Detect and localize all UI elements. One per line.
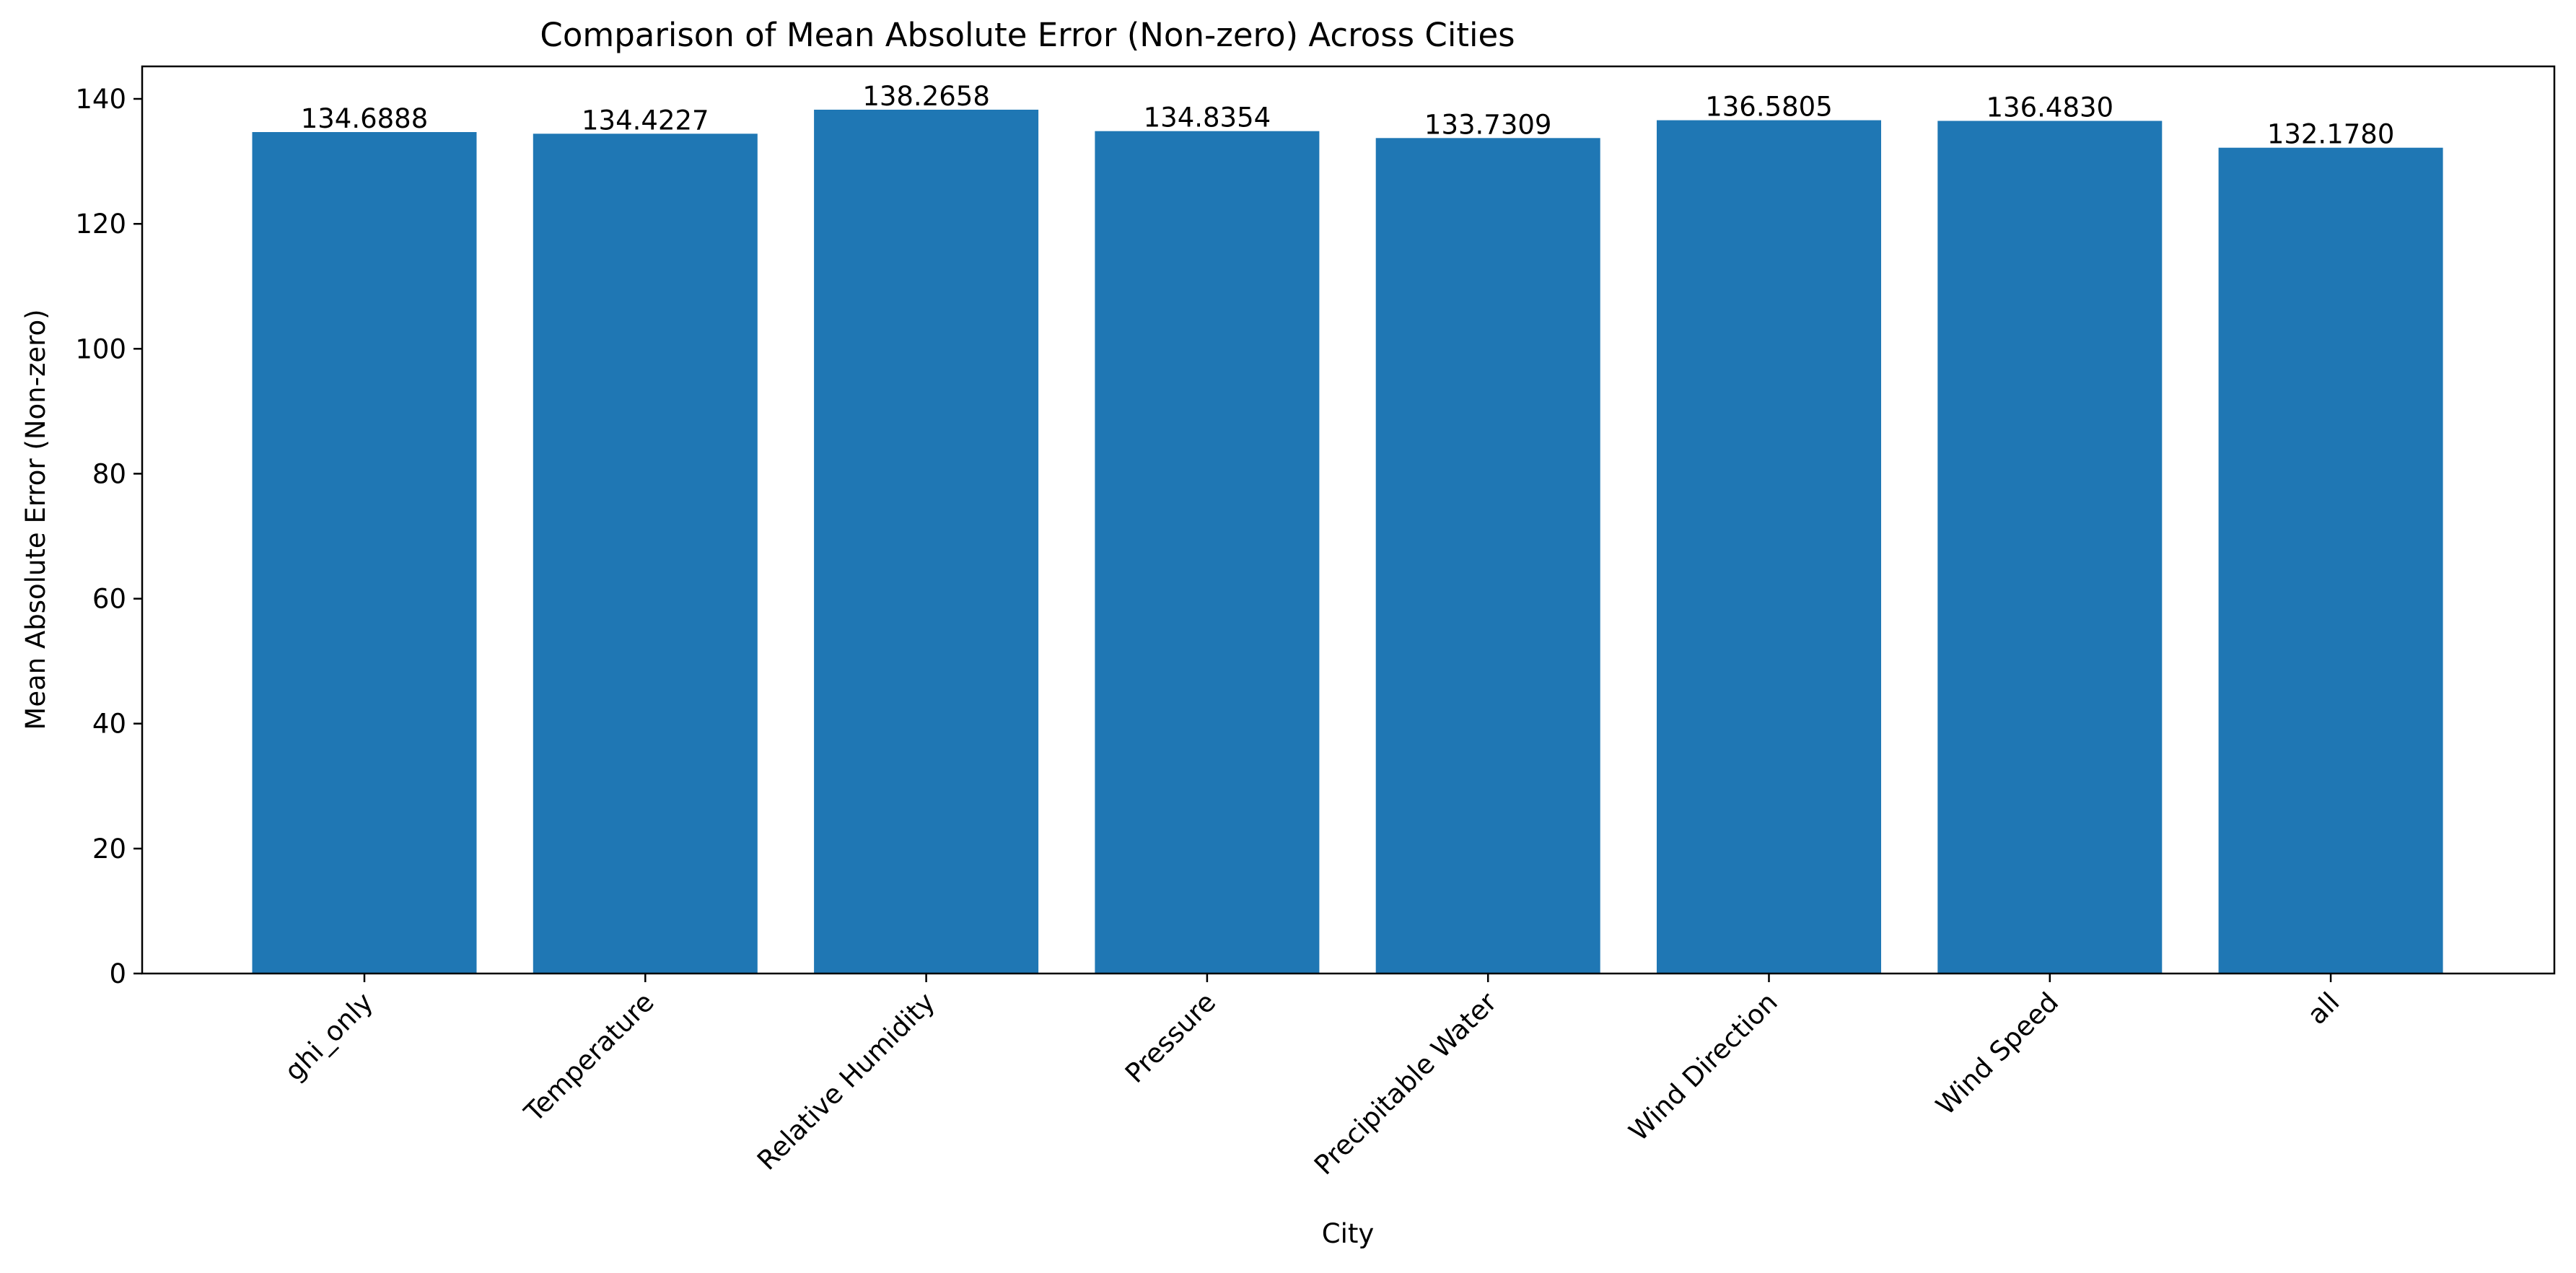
bar-6 xyxy=(1937,121,2163,974)
bar-3 xyxy=(1095,131,1320,974)
bars-group xyxy=(252,110,2443,974)
y-tick-label: 80 xyxy=(92,458,126,489)
bar-7 xyxy=(2218,147,2443,974)
y-tick-label: 40 xyxy=(92,709,126,740)
bar-value-label: 134.6888 xyxy=(301,103,429,134)
bar-1 xyxy=(533,134,758,974)
y-tick-label: 100 xyxy=(75,333,126,364)
bar-0 xyxy=(252,132,477,974)
y-tick-label: 20 xyxy=(92,834,126,865)
plot-area-frame xyxy=(141,65,2556,975)
bar-value-label: 134.8354 xyxy=(1144,102,1271,134)
bar-2 xyxy=(814,110,1039,974)
bar-value-label: 133.7309 xyxy=(1424,109,1552,140)
chart-title: Comparison of Mean Absolute Error (Non-z… xyxy=(540,16,1515,54)
value-labels-group: 134.6888 134.4227 138.2658 134.8354 133.7309… xyxy=(301,81,2395,150)
bar-value-label: 134.4227 xyxy=(582,105,709,136)
y-tick-label: 0 xyxy=(109,958,126,989)
bar-value-label: 136.5805 xyxy=(1705,92,1833,123)
y-axis: 0 20 40 60 80 100 120 140 xyxy=(75,84,142,989)
bar-5 xyxy=(1657,120,1881,974)
x-axis-label: City xyxy=(1322,1218,1375,1249)
bar-value-label: 136.4830 xyxy=(1986,92,2114,123)
y-axis-label: Mean Absolute Error (Non-zero) xyxy=(20,309,51,730)
bar-value-label: 132.1780 xyxy=(2267,119,2395,150)
bar-value-label: 138.2658 xyxy=(862,81,990,112)
bar-4 xyxy=(1375,138,1600,974)
y-tick-label: 60 xyxy=(92,584,126,615)
y-tick-label: 120 xyxy=(75,209,126,240)
y-tick-label: 140 xyxy=(75,84,126,115)
